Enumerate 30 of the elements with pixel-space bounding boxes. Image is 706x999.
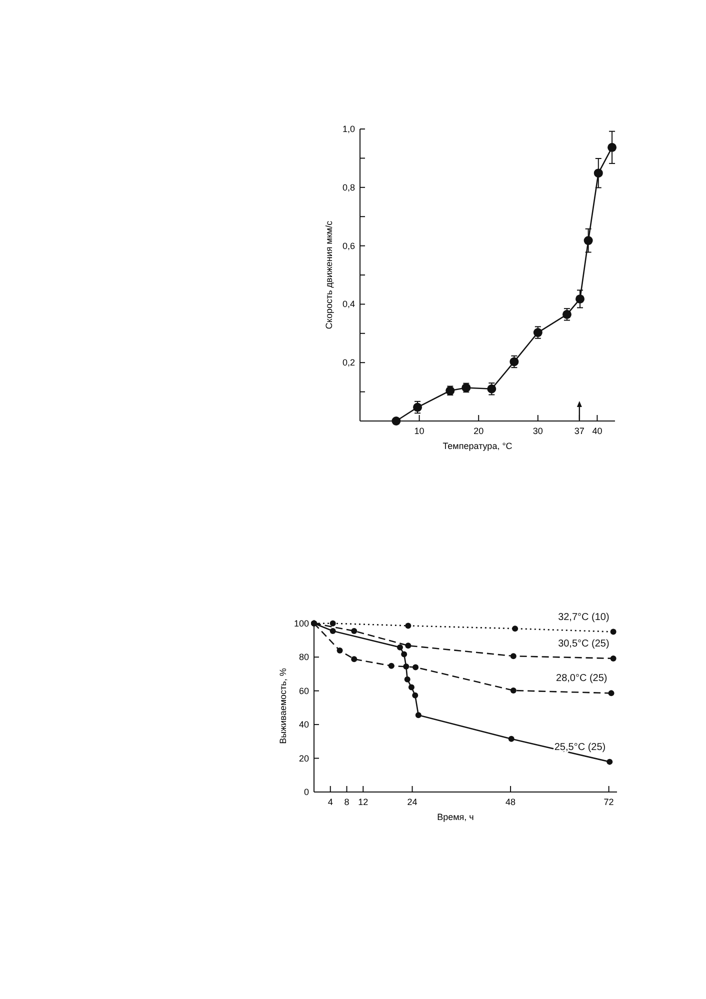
x-tick-label: 37 [574, 426, 584, 436]
x-tick-label: 12 [358, 797, 368, 807]
x-tick-label: 48 [506, 797, 516, 807]
y-tick-label: 0,2 [342, 358, 355, 368]
y-tick-label: 0,6 [342, 240, 355, 251]
x-axis-title: Температура, °C [442, 441, 513, 451]
x-tick-label: 40 [592, 426, 602, 436]
x-axis-title: Время, ч [437, 812, 474, 822]
series-label: 25,5°C (25) [554, 742, 606, 753]
x-tick-label: 72 [604, 797, 614, 807]
series-label: 28,0°C (25) [556, 673, 608, 684]
x-tick-label: 24 [407, 797, 418, 807]
x-tick-label: 8 [344, 797, 350, 807]
series-label: 30,5°C (25) [558, 638, 610, 650]
y-axis-title: Скорость движения мкм/с [324, 220, 334, 330]
y-tick-label: 0 [304, 787, 309, 797]
series-label: 32,7°C (10) [558, 612, 610, 623]
y-tick-label: 1,0 [342, 124, 355, 134]
x-tick-label: 30 [532, 426, 543, 436]
y-axis-title: Выживаемость, % [278, 668, 288, 744]
x-tick-label: 10 [414, 426, 424, 436]
y-tick-label: 100 [294, 618, 309, 628]
y-tick-label: 0,8 [342, 182, 355, 192]
x-tick-label: 4 [328, 797, 333, 807]
y-tick-label: 80 [298, 652, 309, 662]
y-tick-label: 20 [298, 753, 309, 764]
y-tick-label: 0,4 [342, 299, 355, 310]
y-tick-label: 60 [298, 686, 309, 696]
y-tick-label: 40 [298, 720, 309, 730]
x-tick-label: 20 [474, 426, 484, 436]
